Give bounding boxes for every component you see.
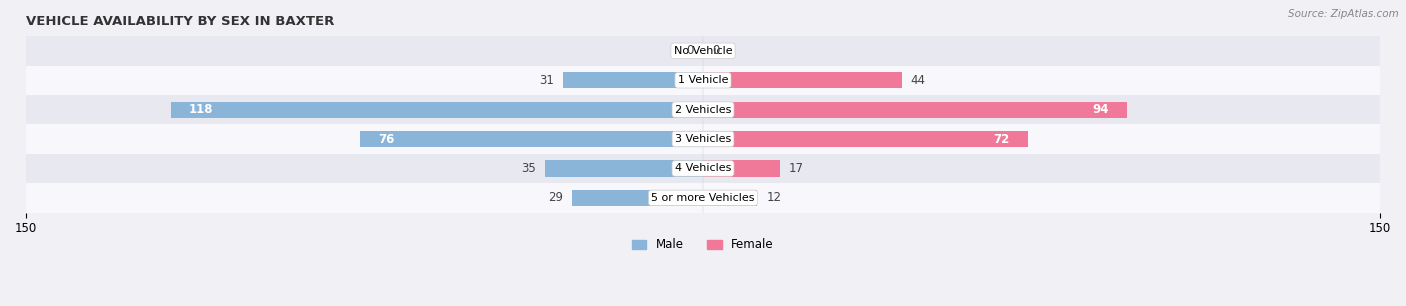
Text: 3 Vehicles: 3 Vehicles [675,134,731,144]
Bar [27,65,1379,95]
Bar [27,124,1379,154]
Text: Source: ZipAtlas.com: Source: ZipAtlas.com [1288,9,1399,19]
Text: 4 Vehicles: 4 Vehicles [675,163,731,174]
Bar [546,160,703,177]
Bar [27,183,1379,213]
Bar [703,131,1028,147]
Text: 0: 0 [711,44,720,57]
Bar [170,102,703,118]
Bar [703,102,1128,118]
Text: 5 or more Vehicles: 5 or more Vehicles [651,193,755,203]
Bar [703,190,758,206]
Bar [27,36,1379,65]
Text: 72: 72 [994,132,1010,146]
Bar [564,72,703,88]
Text: 94: 94 [1092,103,1109,116]
Text: 35: 35 [522,162,536,175]
Text: 29: 29 [548,191,564,204]
Bar [27,95,1379,124]
Bar [703,160,780,177]
Text: 1 Vehicle: 1 Vehicle [678,75,728,85]
Bar [27,154,1379,183]
Bar [360,131,703,147]
Text: 2 Vehicles: 2 Vehicles [675,105,731,115]
Bar [703,72,901,88]
Bar [572,190,703,206]
Legend: Male, Female: Male, Female [627,233,779,256]
Text: 118: 118 [188,103,214,116]
Text: 44: 44 [911,74,925,87]
Text: 31: 31 [540,74,554,87]
Text: 0: 0 [686,44,695,57]
Text: 17: 17 [789,162,804,175]
Text: 76: 76 [378,132,395,146]
Text: 12: 12 [766,191,782,204]
Text: VEHICLE AVAILABILITY BY SEX IN BAXTER: VEHICLE AVAILABILITY BY SEX IN BAXTER [27,15,335,28]
Text: No Vehicle: No Vehicle [673,46,733,56]
